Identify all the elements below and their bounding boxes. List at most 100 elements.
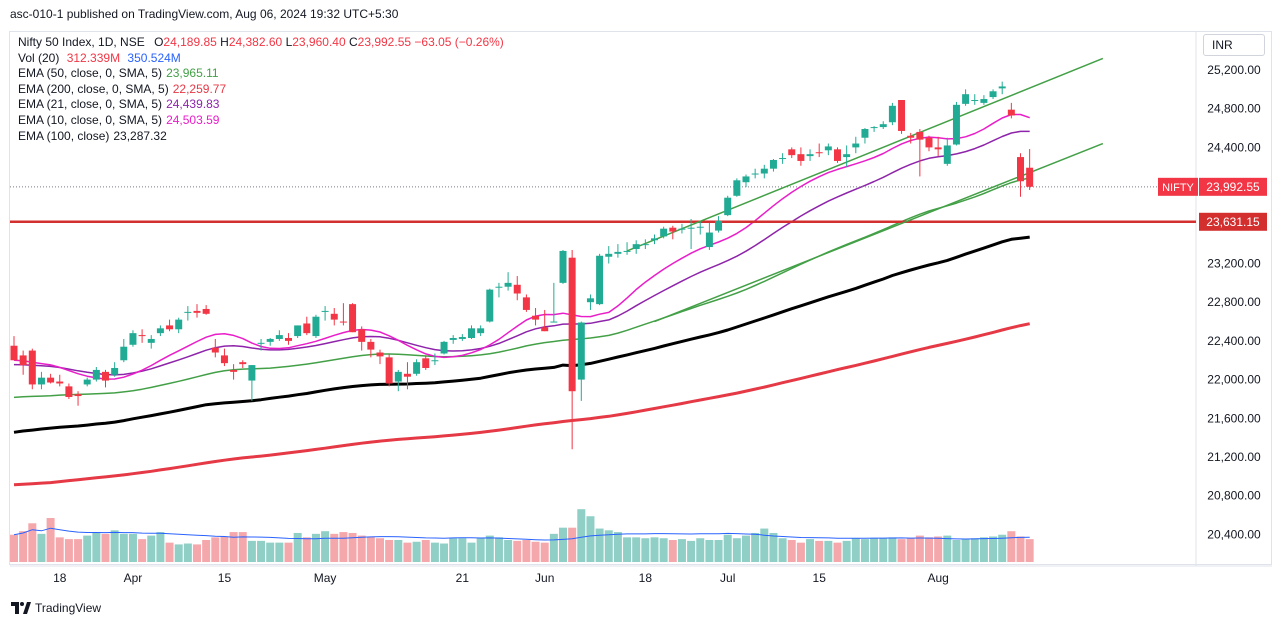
legend-ema-row: EMA (200, close, 0, SMA, 5) 22,259.77 <box>18 82 504 98</box>
candle-body <box>605 253 613 257</box>
volume-bar <box>311 533 320 562</box>
candle-body <box>925 137 933 148</box>
candle-body <box>285 337 292 341</box>
candle-body <box>312 316 320 337</box>
candle-body <box>623 250 631 252</box>
candle-body <box>147 338 155 343</box>
candle-body <box>102 371 109 381</box>
tradingview-footer[interactable]: TradingView <box>11 601 101 615</box>
candle-body <box>403 373 411 377</box>
legend-ema-row: EMA (50, close, 0, SMA, 5) 23,965.11 <box>18 66 504 82</box>
volume-bar <box>806 539 815 562</box>
volume-bar <box>28 523 37 562</box>
candle-body <box>843 154 851 158</box>
candle-body <box>138 335 146 337</box>
chart-frame[interactable] <box>9 31 1272 565</box>
volume-bar <box>568 527 577 562</box>
volume-bar <box>202 540 211 562</box>
volume-bar <box>485 535 494 562</box>
candle-body <box>367 341 375 350</box>
candle-body <box>166 325 174 330</box>
candle-body <box>907 135 915 138</box>
volume-bar <box>778 538 787 562</box>
volume-bar <box>394 540 403 562</box>
volume-bar <box>211 537 220 562</box>
nifty-label-text: NIFTY <box>1162 182 1194 194</box>
volume-bar <box>348 532 357 562</box>
volume-bar <box>147 535 156 562</box>
candle-body <box>74 394 82 397</box>
volume-bar <box>92 532 101 562</box>
symbol-label: Nifty 50 Index, 1D, NSE <box>18 35 145 49</box>
candle-body <box>742 176 750 183</box>
candle-body <box>339 321 347 323</box>
candle-body <box>394 371 402 382</box>
legend-symbol-row: Nifty 50 Index, 1D, NSE O24,189.85 H24,3… <box>18 35 504 51</box>
volume-bar <box>238 532 247 562</box>
volume-bar <box>266 542 275 562</box>
candle-body <box>477 328 485 334</box>
ema-label: EMA (21, close, 0, SMA, 5) <box>18 97 163 112</box>
volume-bar <box>531 541 540 562</box>
volume-bar <box>302 537 311 562</box>
volume-bar <box>183 543 192 562</box>
candle-body <box>129 333 137 345</box>
volume-bar <box>998 534 1007 562</box>
candle-body <box>513 284 521 294</box>
volume-bar <box>723 534 732 562</box>
ema-10-line <box>13 113 1030 380</box>
volume-bar <box>796 542 805 562</box>
volume-bar <box>412 541 421 562</box>
candle-body <box>202 308 210 314</box>
candle-body <box>65 386 73 398</box>
currency-button[interactable]: INR <box>1203 34 1265 56</box>
candle-body <box>696 226 704 228</box>
change-value: −63.05 (−0.26%) <box>414 35 504 49</box>
volume-bar <box>220 536 229 562</box>
volume-bar <box>760 528 769 562</box>
candle-body <box>266 338 274 342</box>
y-tick-label: 25,200.00 <box>1207 63 1261 77</box>
legend-volume-row: Vol (20) 312.339M 350.524M <box>18 51 504 67</box>
candle-body <box>321 310 329 312</box>
volume-bar <box>687 540 696 562</box>
candle-body <box>559 250 567 283</box>
candle-body <box>980 99 988 103</box>
volume-bar <box>961 539 970 562</box>
volume-bar <box>824 540 833 562</box>
volume-bar <box>293 532 302 562</box>
ema-label: EMA (10, close, 0, SMA, 5) <box>18 112 163 127</box>
candle-body <box>815 152 823 154</box>
candle-body <box>230 369 238 372</box>
volume-bar <box>879 538 888 562</box>
volume-bar <box>677 539 686 562</box>
candle-body <box>550 321 558 323</box>
candle-body <box>10 345 18 361</box>
volume-label: Vol (20) <box>18 50 60 65</box>
volume-bar <box>934 536 943 562</box>
volume-bar <box>366 536 375 562</box>
tradingview-logo-icon <box>11 602 31 614</box>
volume-ma-value: 350.524M <box>127 50 181 65</box>
candle-body <box>37 377 45 385</box>
candle-body <box>989 91 997 98</box>
candle-body <box>870 127 878 129</box>
y-tick-label: 24,800.00 <box>1207 102 1261 116</box>
volume-bar <box>897 539 906 562</box>
volume-bar <box>165 542 174 562</box>
low-value: 23,960.40 <box>292 35 346 49</box>
candle-body <box>19 355 27 366</box>
candle-body <box>669 227 677 232</box>
volume-bar <box>842 540 851 562</box>
x-tick-label: Jul <box>720 571 735 585</box>
volume-bar <box>321 531 330 562</box>
y-tick-label: 24,400.00 <box>1207 140 1261 154</box>
candle-body <box>385 357 393 384</box>
volume-bar <box>906 538 915 562</box>
candle-body <box>431 360 439 362</box>
volume-bar <box>549 533 558 562</box>
candle-body <box>898 99 906 131</box>
candle-body <box>632 244 640 249</box>
volume-bar <box>10 534 18 562</box>
